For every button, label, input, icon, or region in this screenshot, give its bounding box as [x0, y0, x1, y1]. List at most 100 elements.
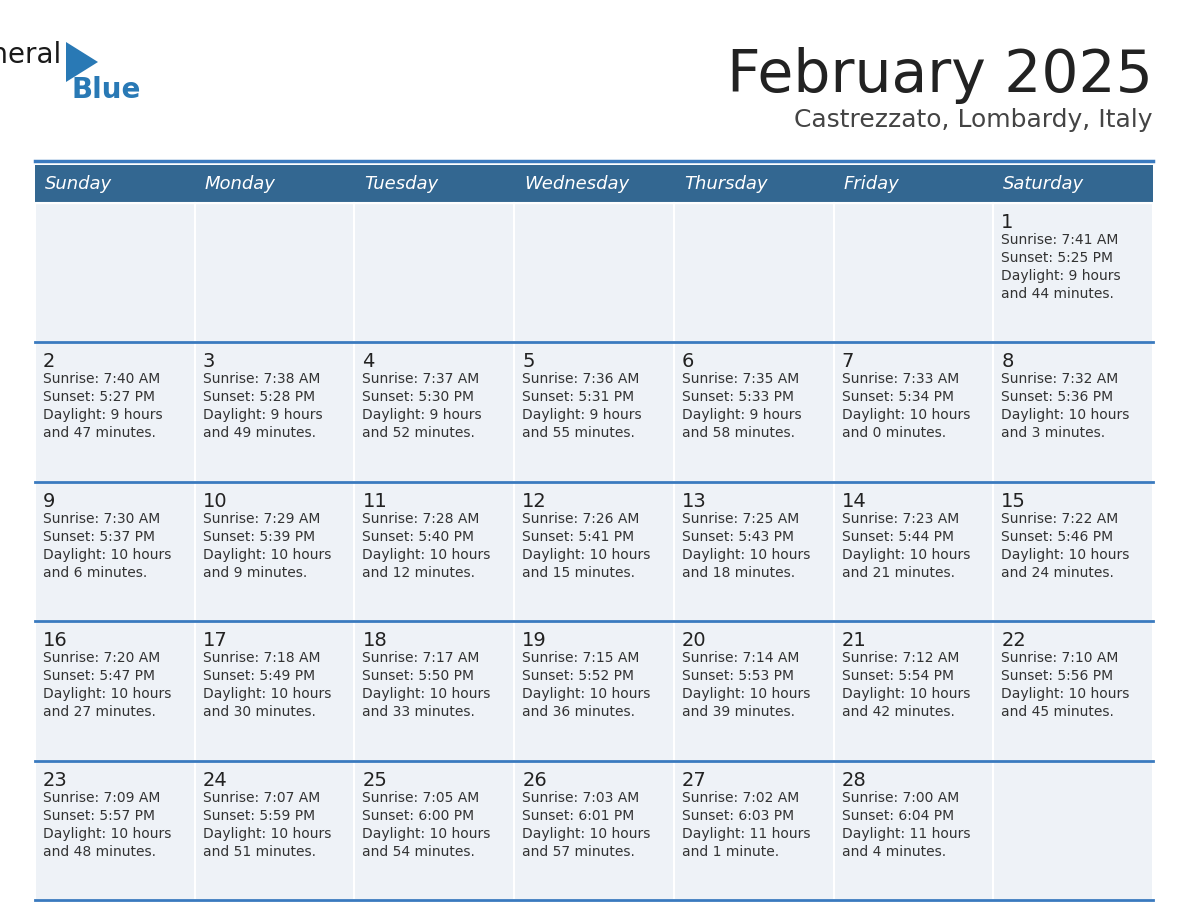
Text: Daylight: 10 hours: Daylight: 10 hours	[203, 826, 331, 841]
Bar	[514, 482, 674, 621]
Text: Sunset: 6:01 PM: Sunset: 6:01 PM	[523, 809, 634, 823]
Text: 4: 4	[362, 353, 374, 372]
Text: Sunset: 6:03 PM: Sunset: 6:03 PM	[682, 809, 794, 823]
Text: Sunset: 5:33 PM: Sunset: 5:33 PM	[682, 390, 794, 405]
Text: Daylight: 10 hours: Daylight: 10 hours	[362, 548, 491, 562]
Bar	[34, 761, 195, 900]
Bar	[195, 165, 354, 203]
Text: and 57 minutes.: and 57 minutes.	[523, 845, 636, 858]
Text: 26: 26	[523, 770, 546, 789]
Text: and 44 minutes.: and 44 minutes.	[1001, 287, 1114, 301]
Text: Wednesday: Wednesday	[524, 175, 630, 193]
Text: and 52 minutes.: and 52 minutes.	[362, 426, 475, 441]
Text: Daylight: 10 hours: Daylight: 10 hours	[203, 688, 331, 701]
Text: and 6 minutes.: and 6 minutes.	[43, 565, 147, 580]
Text: Sunrise: 7:38 AM: Sunrise: 7:38 AM	[203, 373, 320, 386]
Text: Sunset: 5:41 PM: Sunset: 5:41 PM	[523, 530, 634, 543]
Bar	[34, 342, 195, 482]
Bar	[834, 761, 993, 900]
Text: Daylight: 10 hours: Daylight: 10 hours	[682, 548, 810, 562]
Text: and 48 minutes.: and 48 minutes.	[43, 845, 156, 858]
Text: Sunrise: 7:02 AM: Sunrise: 7:02 AM	[682, 790, 800, 804]
Text: Sunrise: 7:25 AM: Sunrise: 7:25 AM	[682, 512, 800, 526]
Text: Sunrise: 7:12 AM: Sunrise: 7:12 AM	[841, 651, 959, 666]
Text: 22: 22	[1001, 632, 1026, 650]
Text: 8: 8	[1001, 353, 1013, 372]
Text: and 42 minutes.: and 42 minutes.	[841, 705, 954, 719]
Text: and 51 minutes.: and 51 minutes.	[203, 845, 316, 858]
Text: Sunset: 5:31 PM: Sunset: 5:31 PM	[523, 390, 634, 405]
Text: Sunset: 5:47 PM: Sunset: 5:47 PM	[43, 669, 154, 683]
Text: Sunset: 5:30 PM: Sunset: 5:30 PM	[362, 390, 474, 405]
Text: Daylight: 9 hours: Daylight: 9 hours	[203, 409, 322, 422]
Text: Daylight: 10 hours: Daylight: 10 hours	[523, 688, 651, 701]
Bar	[834, 482, 993, 621]
Text: Daylight: 10 hours: Daylight: 10 hours	[523, 548, 651, 562]
Text: Sunset: 5:27 PM: Sunset: 5:27 PM	[43, 390, 154, 405]
Text: and 54 minutes.: and 54 minutes.	[362, 845, 475, 858]
Text: Daylight: 9 hours: Daylight: 9 hours	[362, 409, 482, 422]
Text: Daylight: 10 hours: Daylight: 10 hours	[841, 409, 969, 422]
Text: and 55 minutes.: and 55 minutes.	[523, 426, 636, 441]
Text: Daylight: 10 hours: Daylight: 10 hours	[362, 826, 491, 841]
Text: Daylight: 9 hours: Daylight: 9 hours	[1001, 269, 1121, 283]
Text: Sunset: 5:49 PM: Sunset: 5:49 PM	[203, 669, 315, 683]
Bar	[514, 203, 674, 342]
Text: Sunrise: 7:35 AM: Sunrise: 7:35 AM	[682, 373, 800, 386]
Text: Daylight: 10 hours: Daylight: 10 hours	[1001, 548, 1130, 562]
Text: Sunset: 5:59 PM: Sunset: 5:59 PM	[203, 809, 315, 823]
Text: and 33 minutes.: and 33 minutes.	[362, 705, 475, 719]
Bar	[195, 482, 354, 621]
Bar	[514, 165, 674, 203]
Text: 17: 17	[203, 632, 227, 650]
Text: 16: 16	[43, 632, 68, 650]
Text: Daylight: 10 hours: Daylight: 10 hours	[362, 688, 491, 701]
Text: and 39 minutes.: and 39 minutes.	[682, 705, 795, 719]
Text: and 18 minutes.: and 18 minutes.	[682, 565, 795, 580]
Text: and 12 minutes.: and 12 minutes.	[362, 565, 475, 580]
Text: Daylight: 10 hours: Daylight: 10 hours	[43, 548, 171, 562]
Text: Sunrise: 7:36 AM: Sunrise: 7:36 AM	[523, 373, 639, 386]
Bar	[674, 203, 834, 342]
Bar	[354, 621, 514, 761]
Text: February 2025: February 2025	[727, 47, 1154, 104]
Text: 15: 15	[1001, 492, 1026, 510]
Bar	[834, 165, 993, 203]
Text: and 58 minutes.: and 58 minutes.	[682, 426, 795, 441]
Bar	[195, 621, 354, 761]
Text: 14: 14	[841, 492, 866, 510]
Text: and 30 minutes.: and 30 minutes.	[203, 705, 316, 719]
Bar	[993, 342, 1154, 482]
Text: Daylight: 10 hours: Daylight: 10 hours	[523, 826, 651, 841]
Text: Sunset: 5:34 PM: Sunset: 5:34 PM	[841, 390, 954, 405]
Text: Sunday: Sunday	[45, 175, 112, 193]
Text: 3: 3	[203, 353, 215, 372]
Text: Daylight: 10 hours: Daylight: 10 hours	[43, 826, 171, 841]
Bar	[834, 203, 993, 342]
Bar	[674, 482, 834, 621]
Text: Sunrise: 7:32 AM: Sunrise: 7:32 AM	[1001, 373, 1119, 386]
Text: and 15 minutes.: and 15 minutes.	[523, 565, 636, 580]
Text: Daylight: 10 hours: Daylight: 10 hours	[841, 548, 969, 562]
Bar	[34, 203, 195, 342]
Text: and 45 minutes.: and 45 minutes.	[1001, 705, 1114, 719]
Bar	[34, 621, 195, 761]
Text: Daylight: 9 hours: Daylight: 9 hours	[523, 409, 642, 422]
Text: Sunrise: 7:10 AM: Sunrise: 7:10 AM	[1001, 651, 1119, 666]
Text: and 47 minutes.: and 47 minutes.	[43, 426, 156, 441]
Text: Sunrise: 7:17 AM: Sunrise: 7:17 AM	[362, 651, 480, 666]
Bar	[34, 482, 195, 621]
Text: Sunset: 5:50 PM: Sunset: 5:50 PM	[362, 669, 474, 683]
Text: 13: 13	[682, 492, 707, 510]
Text: Sunset: 5:52 PM: Sunset: 5:52 PM	[523, 669, 634, 683]
Text: Sunrise: 7:18 AM: Sunrise: 7:18 AM	[203, 651, 321, 666]
Text: Daylight: 10 hours: Daylight: 10 hours	[43, 688, 171, 701]
Bar	[514, 761, 674, 900]
Text: Sunrise: 7:23 AM: Sunrise: 7:23 AM	[841, 512, 959, 526]
Text: 7: 7	[841, 353, 854, 372]
Text: Daylight: 11 hours: Daylight: 11 hours	[682, 826, 810, 841]
Bar	[354, 203, 514, 342]
Text: General: General	[0, 41, 62, 69]
Bar	[834, 342, 993, 482]
Text: Sunset: 5:44 PM: Sunset: 5:44 PM	[841, 530, 954, 543]
